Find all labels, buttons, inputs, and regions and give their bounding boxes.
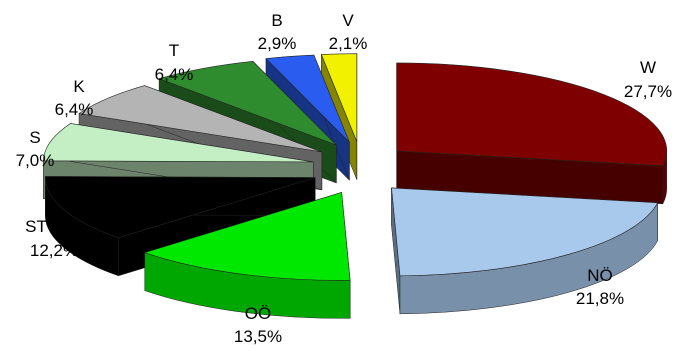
slice-k-top bbox=[78, 85, 322, 153]
label-w-name: W bbox=[640, 58, 656, 77]
slice-st-top bbox=[44, 176, 316, 239]
slice-b-top bbox=[265, 54, 350, 143]
label-k-value: 6,4% bbox=[55, 100, 94, 119]
slice-v-top bbox=[320, 53, 358, 142]
label-b-name: B bbox=[271, 11, 282, 30]
label-v-name: V bbox=[342, 11, 354, 30]
label-oo-name: OÖ bbox=[245, 304, 271, 323]
label-t-name: T bbox=[169, 41, 179, 60]
slice-no-top bbox=[391, 187, 659, 277]
slice-w bbox=[396, 62, 667, 205]
label-v-value: 2,1% bbox=[329, 34, 368, 53]
label-no-value: 21,8% bbox=[576, 289, 624, 308]
slice-w-top bbox=[396, 62, 667, 167]
label-st-name: ST bbox=[25, 217, 47, 236]
label-s-name: S bbox=[29, 128, 40, 147]
slice-no bbox=[391, 187, 659, 315]
label-b-value: 2,9% bbox=[258, 34, 297, 53]
slice-t-top bbox=[158, 61, 337, 146]
label-t-value: 6,4% bbox=[155, 65, 194, 84]
slice-oo bbox=[143, 191, 351, 319]
label-no-name: NÖ bbox=[587, 266, 613, 285]
slice-oo-top bbox=[143, 191, 351, 281]
label-s-value: 7,0% bbox=[16, 151, 55, 170]
label-k-name: K bbox=[73, 77, 85, 96]
pie-slices bbox=[43, 53, 667, 319]
slice-s-top bbox=[43, 123, 314, 163]
label-oo-value: 13,5% bbox=[234, 327, 282, 346]
label-w-value: 27,7% bbox=[624, 82, 672, 101]
label-st-value: 12,2% bbox=[30, 241, 78, 260]
